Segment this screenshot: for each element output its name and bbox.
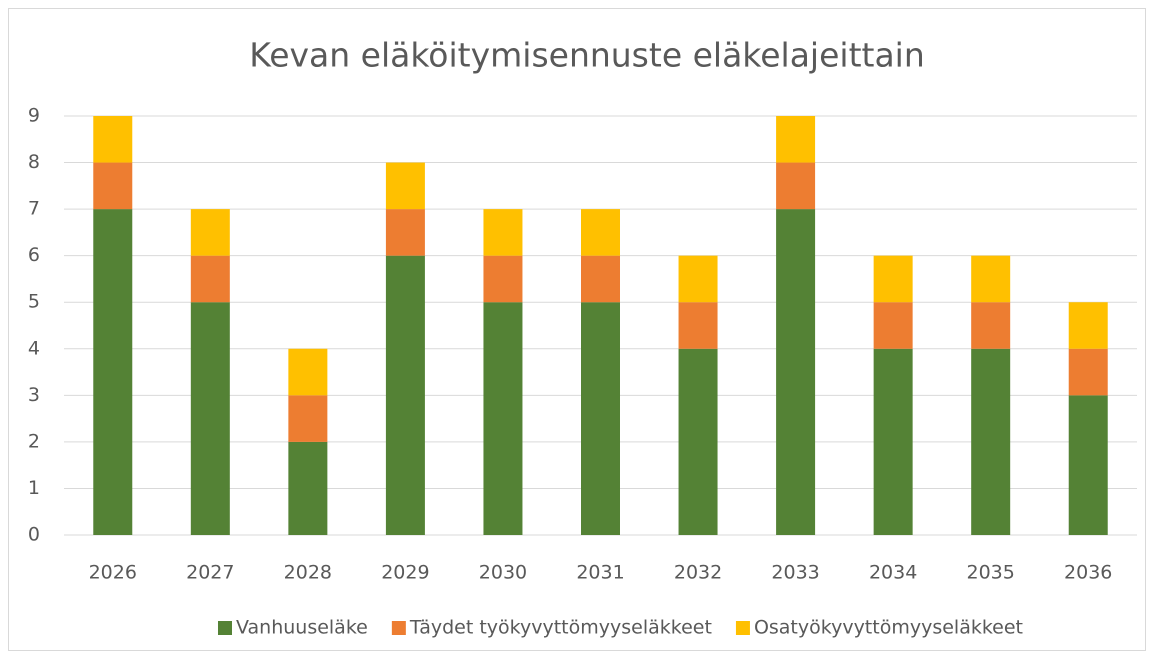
bar bbox=[483, 209, 523, 256]
x-tick-label: 2027 bbox=[186, 562, 234, 584]
bar bbox=[190, 302, 230, 535]
x-tick-label: 2036 bbox=[1064, 562, 1112, 584]
chart-title: Kevan eläköitymisennuste eläkelajeittain bbox=[249, 36, 925, 75]
bar bbox=[385, 162, 425, 210]
y-tick-label: 6 bbox=[28, 244, 40, 266]
bar bbox=[483, 302, 523, 535]
x-tick-label: 2033 bbox=[771, 562, 819, 584]
bar bbox=[873, 255, 913, 303]
bar bbox=[873, 348, 913, 535]
bar bbox=[873, 302, 913, 349]
bar bbox=[971, 255, 1011, 303]
bar bbox=[776, 116, 816, 163]
bar bbox=[1068, 395, 1108, 535]
x-tick-label: 2035 bbox=[967, 562, 1015, 584]
bar bbox=[581, 209, 620, 256]
x-tick-label: 2034 bbox=[869, 562, 917, 584]
bar bbox=[190, 209, 230, 256]
x-tick-label: 2031 bbox=[576, 562, 624, 584]
bar bbox=[1068, 348, 1108, 396]
legend-label: Vanhuuseläke bbox=[236, 617, 368, 639]
y-tick-label: 1 bbox=[28, 477, 40, 499]
y-tick-label: 2 bbox=[28, 430, 40, 452]
legend-swatch bbox=[391, 621, 406, 635]
bar bbox=[288, 395, 328, 442]
bar bbox=[776, 209, 816, 535]
y-tick-label: 9 bbox=[28, 105, 40, 127]
bar bbox=[971, 302, 1011, 349]
bar bbox=[581, 255, 620, 303]
bar bbox=[581, 302, 620, 535]
bar bbox=[776, 162, 816, 210]
y-tick-label: 7 bbox=[28, 198, 40, 220]
bar bbox=[678, 348, 718, 535]
bar bbox=[971, 348, 1011, 535]
bar bbox=[678, 255, 718, 303]
bar bbox=[678, 302, 718, 349]
y-tick-label: 3 bbox=[28, 384, 40, 406]
bar bbox=[1068, 302, 1108, 349]
bar bbox=[288, 348, 328, 396]
legend-swatch bbox=[735, 621, 750, 635]
bar bbox=[288, 441, 328, 535]
y-tick-label: 5 bbox=[28, 291, 40, 313]
bar bbox=[93, 162, 133, 210]
y-tick-label: 0 bbox=[28, 524, 40, 546]
bar bbox=[93, 209, 133, 535]
legend-label: Täydet työkyvyttömyyseläkkeet bbox=[409, 617, 712, 639]
legend-label: Osatyökyvyttömyyseläkkeet bbox=[754, 617, 1023, 639]
bar bbox=[190, 255, 230, 303]
x-tick-label: 2032 bbox=[674, 562, 722, 584]
x-tick-label: 2030 bbox=[479, 562, 527, 584]
bar bbox=[93, 116, 133, 163]
bar bbox=[483, 255, 523, 303]
bar bbox=[385, 209, 425, 256]
y-tick-label: 4 bbox=[28, 337, 40, 359]
x-tick-label: 2028 bbox=[284, 562, 332, 584]
y-tick-label: 8 bbox=[28, 151, 40, 173]
x-tick-label: 2029 bbox=[381, 562, 429, 584]
bar bbox=[385, 255, 425, 535]
x-tick-label: 2026 bbox=[89, 562, 137, 584]
legend-swatch bbox=[217, 621, 232, 635]
